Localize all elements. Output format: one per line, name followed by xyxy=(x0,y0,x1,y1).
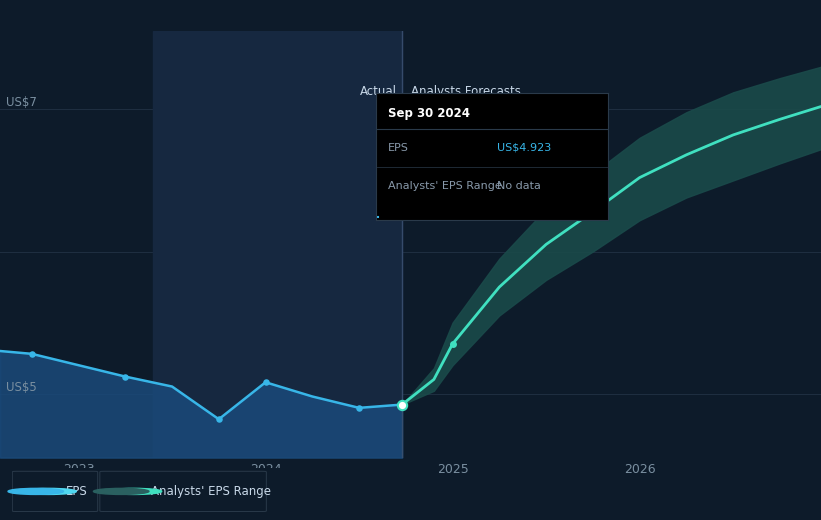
Circle shape xyxy=(8,488,63,495)
Text: Analysts Forecasts: Analysts Forecasts xyxy=(411,85,521,98)
Text: No data: No data xyxy=(497,181,541,191)
Point xyxy=(213,415,226,423)
Text: Analysts' EPS Range: Analysts' EPS Range xyxy=(151,485,271,498)
Circle shape xyxy=(94,488,149,495)
Point xyxy=(586,207,599,216)
Circle shape xyxy=(21,488,76,495)
Text: US$4.923: US$4.923 xyxy=(497,143,551,153)
FancyBboxPatch shape xyxy=(12,471,98,512)
Point xyxy=(352,404,365,412)
Text: US$5: US$5 xyxy=(6,381,36,394)
Text: Sep 30 2024: Sep 30 2024 xyxy=(388,107,470,120)
Text: EPS: EPS xyxy=(66,485,87,498)
Point xyxy=(119,372,132,381)
Circle shape xyxy=(106,488,162,495)
Text: Actual: Actual xyxy=(360,85,397,98)
Text: Analysts' EPS Range: Analysts' EPS Range xyxy=(388,181,502,191)
Text: EPS: EPS xyxy=(388,143,409,153)
Point xyxy=(25,349,39,358)
Point xyxy=(259,378,272,386)
Bar xyxy=(154,31,402,458)
FancyBboxPatch shape xyxy=(100,471,266,512)
Point xyxy=(446,340,459,348)
Text: US$7: US$7 xyxy=(6,96,36,109)
Point xyxy=(396,400,409,409)
